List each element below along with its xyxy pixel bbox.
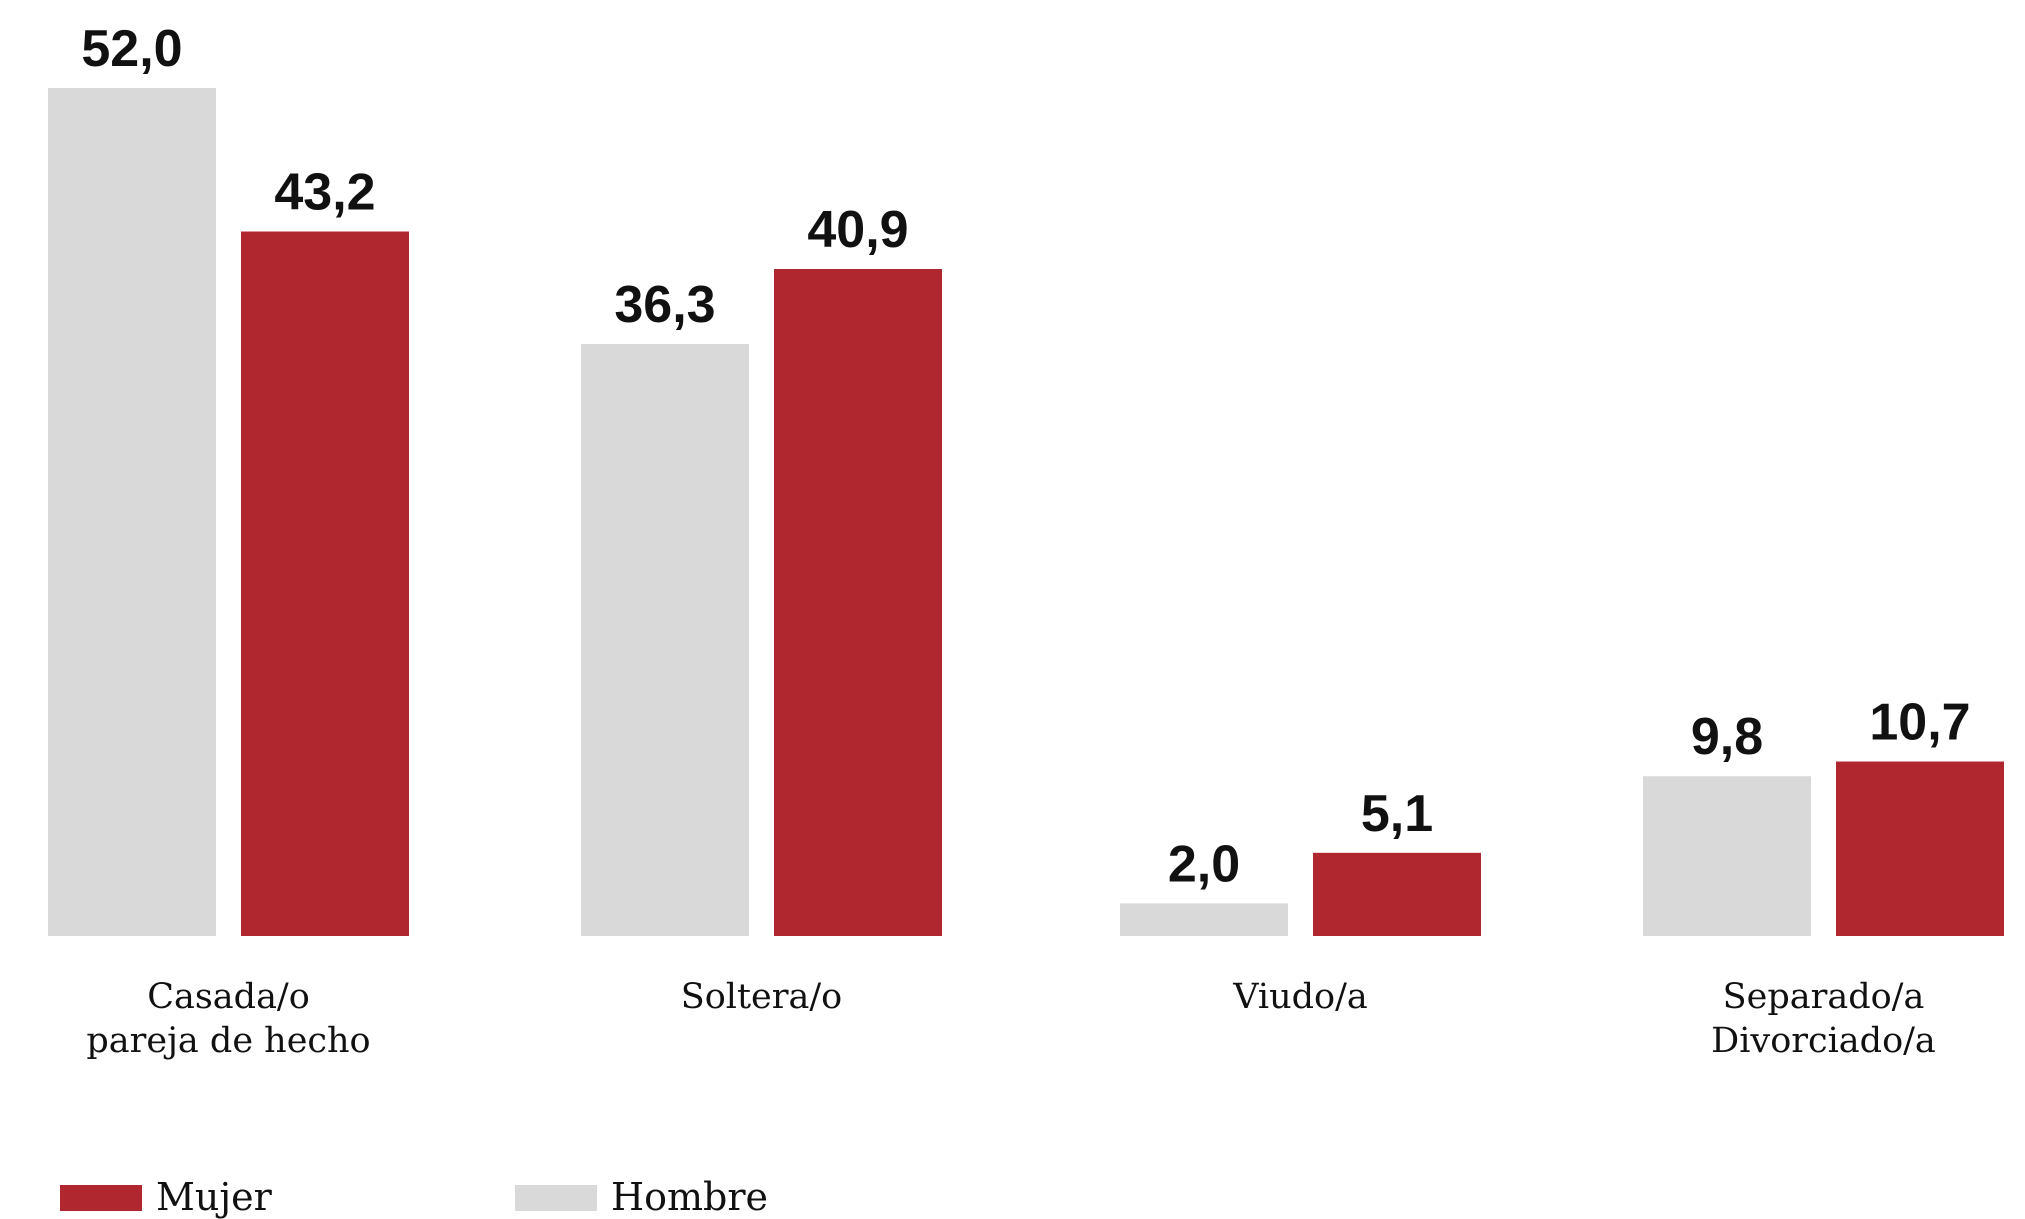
value-label-hombre-separado-a: 9,8 [1691,708,1763,766]
value-label-mujer-casada-o: 43,2 [274,164,375,222]
value-label-hombre-viudo-a: 2,0 [1168,835,1240,893]
value-labels-layer: 52,0 43,2 36,3 40,9 2,0 5,1 9,8 10,7 [81,20,1970,893]
bar-hombre-casada-o [48,88,216,936]
bar-mujer-casada-o [241,231,409,936]
category-label-separado-a-line-1: Separado/a [1723,977,1925,1017]
legend-swatch-mujer [60,1185,142,1211]
bar-mujer-soltera-o [774,269,942,936]
value-label-hombre-soltera-o: 36,3 [614,276,715,334]
bar-mujer-viudo-a [1313,852,1481,936]
value-label-mujer-soltera-o: 40,9 [807,201,908,259]
bars-layer [48,88,2004,936]
legend-label-mujer: Mujer [156,1175,273,1219]
bar-mujer-separado-a [1836,761,2004,936]
value-label-hombre-casada-o: 52,0 [81,20,182,78]
bar-hombre-separado-a [1643,776,1811,936]
category-label-viudo-a-line-1: Viudo/a [1232,977,1368,1017]
value-label-mujer-separado-a: 10,7 [1869,694,1970,752]
category-label-separado-a-line-2: Divorciado/a [1711,1021,1936,1061]
legend-swatch-hombre [515,1185,597,1211]
legend-label-hombre: Hombre [611,1175,768,1219]
bar-hombre-soltera-o [581,344,749,936]
legend: Mujer Hombre [60,1175,768,1219]
category-label-casada-o-line-2: pareja de hecho [86,1021,370,1061]
value-label-mujer-viudo-a: 5,1 [1361,785,1433,843]
category-label-soltera-o-line-1: Soltera/o [681,977,842,1017]
bar-hombre-viudo-a [1120,903,1288,936]
category-label-casada-o-line-1: Casada/o [147,977,310,1017]
